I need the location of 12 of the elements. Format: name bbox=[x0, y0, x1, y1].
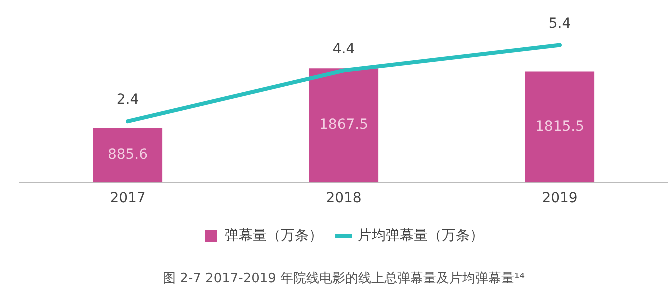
legend-label: 弹幕量（万条） bbox=[225, 228, 323, 244]
legend-label: 片均弹幕量（万条） bbox=[358, 228, 484, 244]
text: 图 2-7 2017-2019 年院线电影的线上总弹幕量及片均弹幕量¹⁴ bbox=[163, 272, 525, 287]
x-tick-label: 2017 bbox=[110, 190, 146, 207]
data-label: 5.4 bbox=[548, 16, 572, 32]
x-tick-label: 2019 bbox=[542, 190, 578, 207]
data-label: 1867.5 bbox=[320, 117, 368, 134]
data-label: 1815.5 bbox=[536, 118, 584, 135]
data-label: 4.4 bbox=[332, 41, 356, 58]
data-label: 885.6 bbox=[108, 147, 148, 164]
data-label: 2.4 bbox=[116, 92, 140, 108]
x-tick-label: 2018 bbox=[326, 190, 362, 207]
